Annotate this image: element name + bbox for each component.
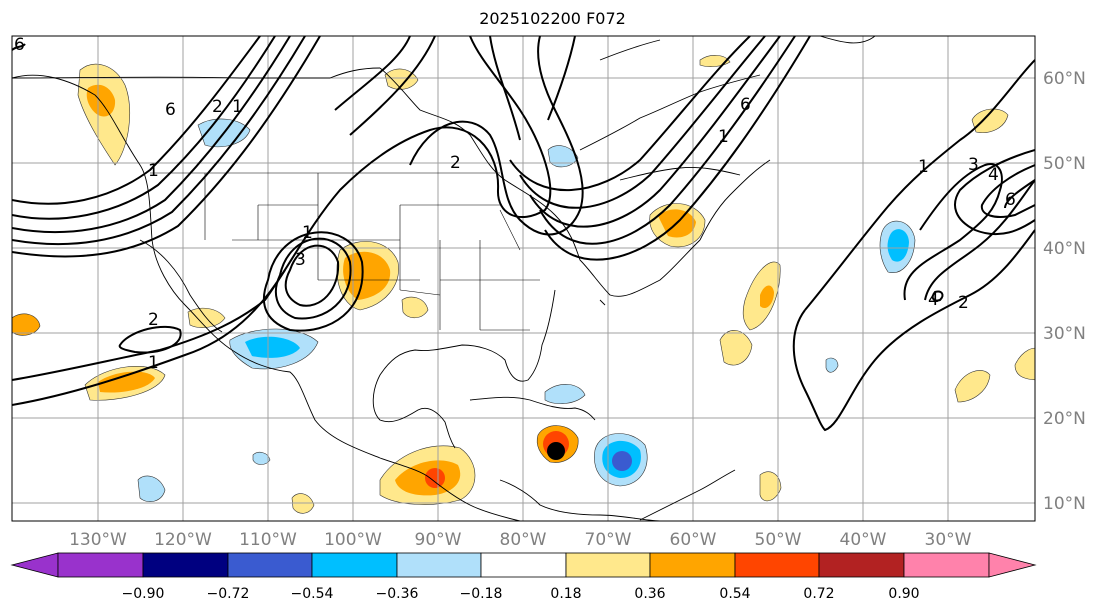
anomaly-alaska-core <box>86 84 116 117</box>
lat-label: 10°N <box>1043 494 1086 514</box>
lat-label: 40°N <box>1043 239 1086 259</box>
contour-label: 1 <box>302 223 313 243</box>
colorbar-swatch <box>311 552 398 578</box>
anomaly-atlantic-strip-core <box>760 285 774 309</box>
anomaly-pacific-core <box>98 371 155 393</box>
colorbar-tick: −0.90 <box>122 586 165 602</box>
anomaly-cuba <box>544 384 586 404</box>
contour-label: 2 <box>958 293 969 313</box>
lon-label: 60°W <box>670 530 717 550</box>
contour-label: 4 <box>988 165 999 185</box>
contour-labels: 6 1 6 2 1 2 1 3 2 1 6 1 1 3 4 6 4 2 <box>14 35 1016 373</box>
map-border <box>11 35 1036 522</box>
contour-label: 4 <box>928 290 939 310</box>
colorbar-swatch <box>227 552 313 578</box>
anomaly-centralam-peak <box>425 468 445 488</box>
lon-label: 120°W <box>154 530 212 550</box>
contour-label: 2 <box>450 153 461 173</box>
colorbar-swatch <box>649 552 736 578</box>
lon-label: 50°W <box>755 530 802 550</box>
colorbar-tick: −0.36 <box>376 586 419 602</box>
anomaly-pacific-neg2 <box>252 451 271 465</box>
anomaly-texas-core <box>343 251 391 300</box>
contour-label: 6 <box>14 35 25 55</box>
anomaly-atlantic-blob <box>719 330 753 366</box>
anomaly-atlantic-small <box>759 471 782 502</box>
anomaly-east-edge <box>1014 347 1035 381</box>
colorbar-swatch <box>565 552 651 578</box>
colorbar-swatch <box>396 552 482 578</box>
anomaly-pacific-neg <box>137 475 166 503</box>
colorbar-swatch <box>903 552 990 578</box>
colorbar-swatch <box>818 552 905 578</box>
contour-label: 2 <box>148 310 159 330</box>
colorbar-tick: 0.36 <box>634 586 665 602</box>
contour-label: 1 <box>148 353 159 373</box>
map-title: 2025102200 F072 <box>479 9 626 28</box>
lat-label: 50°N <box>1043 154 1086 174</box>
anomaly-florida <box>401 296 429 319</box>
anomaly-east-atlantic <box>954 370 991 403</box>
contour-label: 2 <box>212 97 223 117</box>
contours <box>12 36 1035 432</box>
anomaly-greenland <box>971 108 1009 133</box>
graticule <box>12 36 1035 521</box>
colorbar-swatch <box>734 552 820 578</box>
colorbar-tick: −0.18 <box>460 586 503 602</box>
latitude-labels: 60°N 50°N 40°N 30°N 20°N 10°N <box>1043 69 1086 514</box>
lon-label: 100°W <box>324 530 382 550</box>
contour-label: 3 <box>295 250 306 270</box>
lon-label: 40°W <box>840 530 887 550</box>
lon-label: 80°W <box>500 530 547 550</box>
colorbar-swatch <box>480 552 567 578</box>
lon-label: 130°W <box>69 530 127 550</box>
lon-label: 110°W <box>239 530 297 550</box>
colorbar-swatch <box>57 552 144 578</box>
colorbar-tick: 0.90 <box>888 586 919 602</box>
longitude-labels: 130°W 120°W 110°W 100°W 90°W 80°W 70°W 6… <box>69 530 972 550</box>
colorbar-tick: −0.72 <box>207 586 250 602</box>
colorbar-ticks: −0.90 −0.72 −0.54 −0.36 −0.18 0.18 0.36 … <box>122 586 920 602</box>
contour-label: 6 <box>740 95 751 115</box>
lon-label: 30°W <box>925 530 972 550</box>
storm-center-marker <box>547 442 565 460</box>
anomaly-azores <box>825 357 839 373</box>
anomaly-caribbean-neg-core <box>612 451 632 471</box>
colorbar-tick: 0.54 <box>719 586 750 602</box>
colorbar-under-triangle <box>10 552 59 578</box>
colorbar-tick: 0.72 <box>803 586 834 602</box>
coastlines <box>12 36 876 521</box>
anomaly-mexico-core <box>245 336 300 358</box>
lat-label: 60°N <box>1043 69 1086 89</box>
contour-label: 1 <box>918 157 929 177</box>
lat-label: 20°N <box>1043 409 1086 429</box>
anomaly-greatlakes-neg <box>547 145 579 168</box>
contour-label: 6 <box>165 100 176 120</box>
contour-label: 3 <box>968 155 979 175</box>
colorbar <box>10 552 1037 578</box>
contour-label: 1 <box>718 127 729 147</box>
anomaly-west-coast <box>12 313 41 336</box>
contour-label: 1 <box>232 97 243 117</box>
lat-label: 30°N <box>1043 324 1086 344</box>
colorbar-tick: −0.54 <box>291 586 334 602</box>
colorbar-over-triangle <box>988 552 1037 578</box>
contour-label: 6 <box>1005 190 1016 210</box>
lon-label: 70°W <box>585 530 632 550</box>
anomaly-hudson <box>384 68 419 90</box>
shaded-anomalies <box>12 55 1035 514</box>
anomaly-mid-atlantic-neg-core <box>887 229 909 262</box>
colorbar-tick: 0.18 <box>550 586 581 602</box>
lon-label: 90°W <box>415 530 462 550</box>
contour-label: 1 <box>148 161 159 181</box>
colorbar-swatch <box>142 552 229 578</box>
